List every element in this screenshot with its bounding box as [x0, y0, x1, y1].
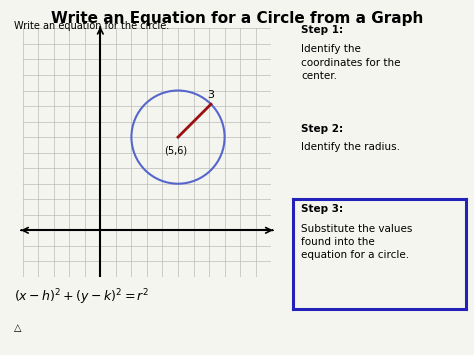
Text: Identify the radius.: Identify the radius. — [301, 142, 400, 152]
Text: (5,6): (5,6) — [164, 146, 187, 155]
Text: Identify the
coordinates for the
center.: Identify the coordinates for the center. — [301, 44, 401, 81]
Text: Write an Equation for a Circle from a Graph: Write an Equation for a Circle from a Gr… — [51, 11, 423, 26]
Text: Step 3:: Step 3: — [301, 204, 343, 214]
Text: 3: 3 — [208, 90, 214, 100]
Text: △: △ — [14, 323, 22, 333]
Text: Substitute the values
found into the
equation for a circle.: Substitute the values found into the equ… — [301, 224, 412, 260]
Text: Step 1:: Step 1: — [301, 25, 343, 35]
Text: Step 2:: Step 2: — [301, 124, 343, 134]
Text: $(x-h)^2+(y-k)^2=r^2$: $(x-h)^2+(y-k)^2=r^2$ — [14, 288, 150, 307]
Text: Write an equation for the circle.: Write an equation for the circle. — [14, 21, 170, 31]
